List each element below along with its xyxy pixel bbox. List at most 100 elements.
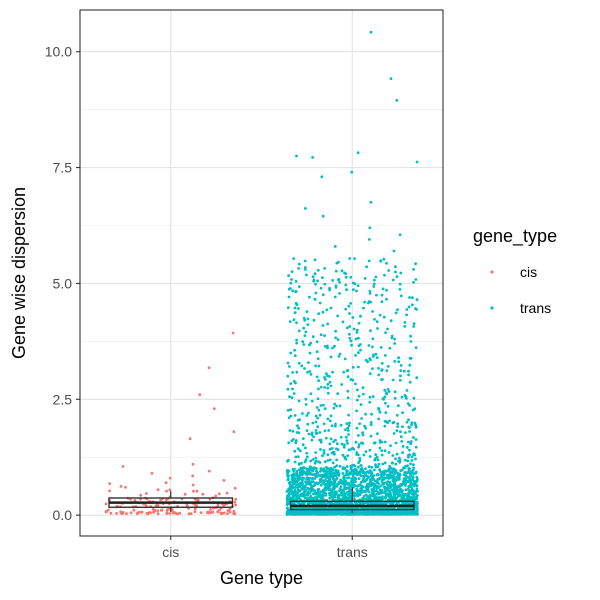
point-trans [291,371,294,374]
point-trans [379,259,383,262]
point-trans [315,340,319,344]
point-trans [296,424,299,428]
point-trans [377,492,381,496]
point-trans [391,474,395,478]
point-trans [362,306,365,310]
point-trans [308,343,311,347]
point-trans [388,346,392,350]
point-trans [356,388,359,392]
point-trans [394,512,397,516]
point-trans [330,424,334,428]
point-trans [345,422,349,426]
point-trans [349,485,353,488]
point-trans [380,293,384,297]
point-trans [388,481,392,485]
point-trans [400,492,404,495]
point-trans [363,277,367,280]
point-trans [314,282,317,286]
point-trans [390,334,394,338]
point-trans [409,474,412,477]
point-trans [313,272,317,276]
point-cis [222,503,226,507]
point-trans [314,364,318,368]
point-trans [301,412,304,415]
point-trans [391,454,395,457]
point-trans [409,462,412,466]
point-trans [401,451,404,454]
point-trans [380,449,384,453]
point-trans [296,447,300,450]
point-trans [359,314,362,318]
point-trans [359,464,363,467]
point-trans [302,316,306,320]
point-trans [383,354,387,357]
point-trans [327,429,331,432]
point-cis [140,510,144,514]
point-trans [412,463,415,466]
point-trans [319,448,322,451]
point-trans [393,265,397,269]
point-trans [372,282,376,286]
point-trans [342,445,346,449]
point-trans [334,474,338,478]
point-cis [107,508,110,512]
point-trans [386,365,390,368]
point-trans [298,262,301,266]
point-trans [323,510,327,513]
point-trans [330,495,334,499]
point-trans [343,443,346,447]
point-trans [356,465,360,469]
point-trans [414,479,418,483]
point-trans [368,395,372,399]
point-trans [345,439,349,443]
point-cis [183,492,187,496]
point-trans [409,440,413,443]
point-trans [364,426,368,430]
point-trans [391,278,395,282]
point-trans [383,490,387,494]
point-trans [294,280,298,283]
point-trans [354,337,358,341]
point-trans [412,396,416,400]
point-trans [371,337,375,341]
point-trans [289,281,293,285]
point-cis [214,494,218,498]
point-trans [383,461,387,465]
point-trans [325,512,329,516]
point-trans [290,497,294,501]
point-trans [346,473,350,476]
point-trans [376,458,380,462]
point-trans [405,308,409,311]
point-trans [320,175,324,179]
point-trans [286,387,290,391]
point-trans [316,416,320,420]
point-trans [394,498,398,501]
point-trans [378,313,382,317]
point-trans [314,469,318,473]
point-trans [319,385,323,389]
point-trans [335,464,339,467]
point-trans [409,489,413,493]
point-trans [316,482,320,486]
point-trans [314,420,318,424]
panel-background [80,10,443,536]
point-trans [305,414,309,417]
point-trans [319,483,323,487]
point-trans [357,443,361,446]
point-trans [293,348,296,352]
point-trans [293,311,297,315]
point-trans [388,469,392,473]
point-trans [372,285,376,288]
point-trans [366,501,369,505]
point-trans [388,512,392,516]
point-trans [317,487,320,491]
point-trans [348,312,351,315]
point-trans [344,307,348,311]
point-trans [314,291,318,295]
point-trans [356,284,360,287]
point-trans [381,462,385,466]
point-trans [350,477,354,481]
point-trans [315,495,319,499]
point-trans [305,451,309,455]
point-trans [399,430,402,434]
